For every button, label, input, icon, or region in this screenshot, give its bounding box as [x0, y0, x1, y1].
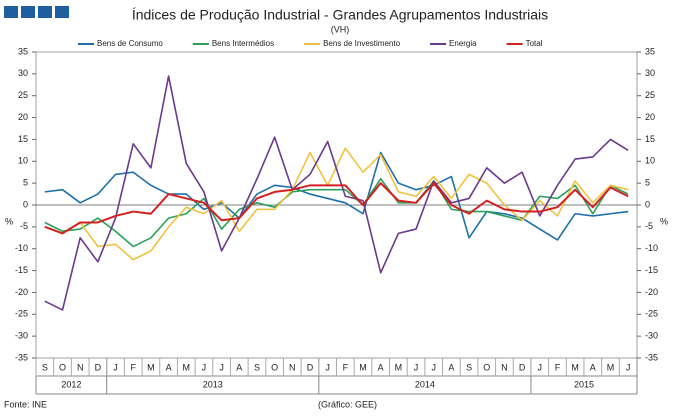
x-group-label: 2013	[203, 379, 223, 389]
y-tick-label: 25	[18, 90, 28, 100]
x-tick-label: J	[431, 362, 436, 372]
x-tick-label: D	[95, 362, 102, 372]
series-line	[44, 177, 629, 248]
x-tick-label: S	[42, 362, 48, 372]
x-tick-label: A	[378, 362, 384, 372]
x-tick-label: A	[236, 362, 242, 372]
legend-label: Bens de Consumo	[97, 39, 163, 48]
source: Fonte: INE	[4, 399, 47, 409]
y-tick-label: 0	[23, 199, 28, 209]
credit: (Gráfico: GEE)	[318, 399, 377, 409]
x-tick-label: F	[555, 362, 561, 372]
x-tick-label: M	[395, 362, 403, 372]
legend-label: Bens de Investimento	[323, 39, 400, 48]
chart-subtitle: (VH)	[331, 24, 350, 34]
y2-tick-label: -25	[645, 309, 658, 319]
y-tick-label: -10	[15, 243, 28, 253]
x-tick-label: D	[519, 362, 526, 372]
x-tick-label: J	[202, 362, 207, 372]
x-tick-label: A	[166, 362, 172, 372]
x-tick-label: J	[325, 362, 330, 372]
x-tick-label: N	[501, 362, 508, 372]
y-tick-label: 20	[18, 112, 28, 122]
y2-tick-label: 20	[645, 112, 655, 122]
x-tick-label: M	[571, 362, 579, 372]
y-tick-label: 10	[18, 156, 28, 166]
x-tick-label: N	[289, 362, 296, 372]
y2-tick-label: 35	[645, 46, 655, 56]
y2-tick-label: -20	[645, 287, 658, 297]
x-tick-label: J	[219, 362, 224, 372]
y-tick-label: -35	[15, 352, 28, 362]
y-tick-label: -20	[15, 287, 28, 297]
y-tick-label: -15	[15, 265, 28, 275]
x-tick-label: A	[448, 362, 454, 372]
y-tick-label: -25	[15, 309, 28, 319]
x-tick-label: J	[113, 362, 118, 372]
y2-tick-label: -35	[645, 352, 658, 362]
chart-title: Índices de Produção Industrial - Grandes…	[132, 7, 548, 23]
x-group-label: 2014	[415, 379, 435, 389]
series-line	[44, 182, 629, 235]
x-tick-label: J	[626, 362, 631, 372]
y2-tick-label: 25	[645, 90, 655, 100]
x-tick-label: O	[483, 362, 490, 372]
y-tick-label: 35	[18, 46, 28, 56]
x-tick-label: M	[607, 362, 615, 372]
series-line	[44, 75, 629, 311]
x-tick-label: J	[414, 362, 419, 372]
x-tick-label: S	[466, 362, 472, 372]
y2-tick-label: 5	[645, 178, 650, 188]
x-tick-label: F	[130, 362, 136, 372]
y2-tick-label: 15	[645, 134, 655, 144]
x-tick-label: M	[359, 362, 367, 372]
y2-tick-label: -15	[645, 265, 658, 275]
x-tick-label: A	[590, 362, 596, 372]
y2-axis-label: %	[660, 216, 668, 226]
x-tick-label: M	[147, 362, 155, 372]
legend-label: Energia	[449, 39, 477, 48]
x-tick-label: J	[538, 362, 543, 372]
x-tick-label: O	[271, 362, 278, 372]
y-tick-label: 30	[18, 68, 28, 78]
x-group-label: 2015	[574, 379, 594, 389]
x-tick-label: O	[59, 362, 66, 372]
x-tick-label: F	[343, 362, 349, 372]
y-tick-label: 5	[23, 178, 28, 188]
y-tick-label: 15	[18, 134, 28, 144]
legend-label: Bens Intermédios	[212, 39, 274, 48]
y2-tick-label: 10	[645, 156, 655, 166]
y2-tick-label: -10	[645, 243, 658, 253]
legend-label: Total	[526, 39, 543, 48]
x-tick-label: S	[254, 362, 260, 372]
y-axis-label: %	[5, 216, 13, 226]
logo	[4, 6, 69, 18]
y2-tick-label: 30	[645, 68, 655, 78]
y2-tick-label: -5	[645, 221, 653, 231]
x-tick-label: N	[77, 362, 84, 372]
y2-tick-label: -30	[645, 331, 658, 341]
y-tick-label: -5	[20, 221, 28, 231]
y2-tick-label: 0	[645, 199, 650, 209]
x-tick-label: M	[183, 362, 191, 372]
x-tick-label: D	[307, 362, 314, 372]
x-group-label: 2012	[61, 379, 81, 389]
y-tick-label: -30	[15, 331, 28, 341]
series-line	[44, 151, 629, 241]
